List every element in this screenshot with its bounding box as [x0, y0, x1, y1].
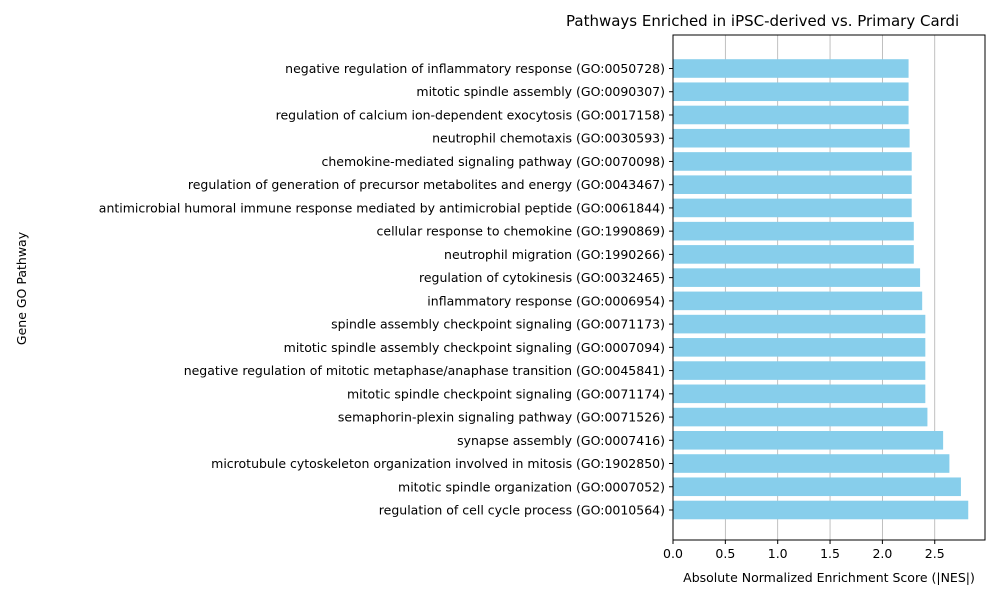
bars	[673, 59, 969, 520]
bar	[673, 128, 910, 148]
bar	[673, 314, 926, 334]
x-tick-label: 2.0	[872, 546, 892, 561]
x-tick-label: 1.0	[768, 546, 788, 561]
bar	[673, 361, 926, 380]
bar	[673, 407, 928, 427]
y-tick-label: inflammatory response (GO:0006954)	[427, 293, 665, 308]
y-tick-label: microtubule cytoskeleton organization in…	[211, 456, 665, 471]
x-tick-label: 2.5	[925, 546, 945, 561]
y-ticks: regulation of cell cycle process (GO:001…	[99, 61, 673, 518]
y-tick-label: semaphorin-plexin signaling pathway (GO:…	[338, 410, 665, 425]
bar	[673, 338, 926, 357]
y-tick-label: synapse assembly (GO:0007416)	[457, 433, 665, 448]
bar	[673, 198, 912, 218]
bar	[673, 152, 912, 171]
y-tick-label: chemokine-mediated signaling pathway (GO…	[322, 154, 665, 169]
plot-frame	[672, 34, 986, 541]
y-tick-label: negative regulation of inflammatory resp…	[285, 61, 665, 76]
y-tick-label: mitotic spindle organization (GO:0007052…	[398, 479, 665, 494]
y-tick-label: negative regulation of mitotic metaphase…	[184, 363, 665, 378]
bar	[673, 430, 944, 450]
bar	[673, 477, 961, 497]
y-tick-label: neutrophil chemotaxis (GO:0030593)	[432, 131, 665, 146]
y-axis-label: Gene GO Pathway	[14, 231, 29, 345]
x-tick-label: 1.5	[820, 546, 840, 561]
x-axis-label: Absolute Normalized Enrichment Score (|N…	[683, 570, 975, 585]
bar	[673, 82, 909, 102]
bar	[673, 384, 926, 404]
bar	[673, 500, 969, 520]
bar	[673, 454, 950, 473]
y-tick-label: regulation of generation of precursor me…	[188, 177, 665, 192]
y-tick-label: mitotic spindle assembly checkpoint sign…	[284, 340, 665, 355]
bar	[673, 221, 914, 241]
y-tick-label: mitotic spindle assembly (GO:0090307)	[416, 84, 665, 99]
y-tick-label: mitotic spindle checkpoint signaling (GO…	[347, 386, 665, 401]
y-tick-label: regulation of calcium ion-dependent exoc…	[276, 107, 665, 122]
x-ticks: 0.0 0.5 1.0 1.5 2.0 2.5	[663, 540, 945, 561]
y-tick-label: neutrophil migration (GO:1990266)	[444, 247, 665, 262]
bar	[673, 245, 914, 264]
x-tick-label: 0.0	[663, 546, 683, 561]
y-tick-label: spindle assembly checkpoint signaling (G…	[331, 317, 665, 332]
bar	[673, 105, 909, 125]
y-tick-label: antimicrobial humoral immune response me…	[99, 200, 665, 215]
y-tick-label: cellular response to chemokine (GO:19908…	[377, 224, 666, 239]
bar	[673, 268, 921, 287]
bar	[673, 175, 912, 194]
x-tick-label: 0.5	[715, 546, 735, 561]
bar	[673, 59, 909, 78]
y-tick-label: regulation of cytokinesis (GO:0032465)	[419, 270, 665, 285]
bar	[673, 291, 923, 311]
y-tick-label: regulation of cell cycle process (GO:001…	[379, 503, 665, 518]
chart-title: Pathways Enriched in iPSC-derived vs. Pr…	[566, 12, 959, 30]
